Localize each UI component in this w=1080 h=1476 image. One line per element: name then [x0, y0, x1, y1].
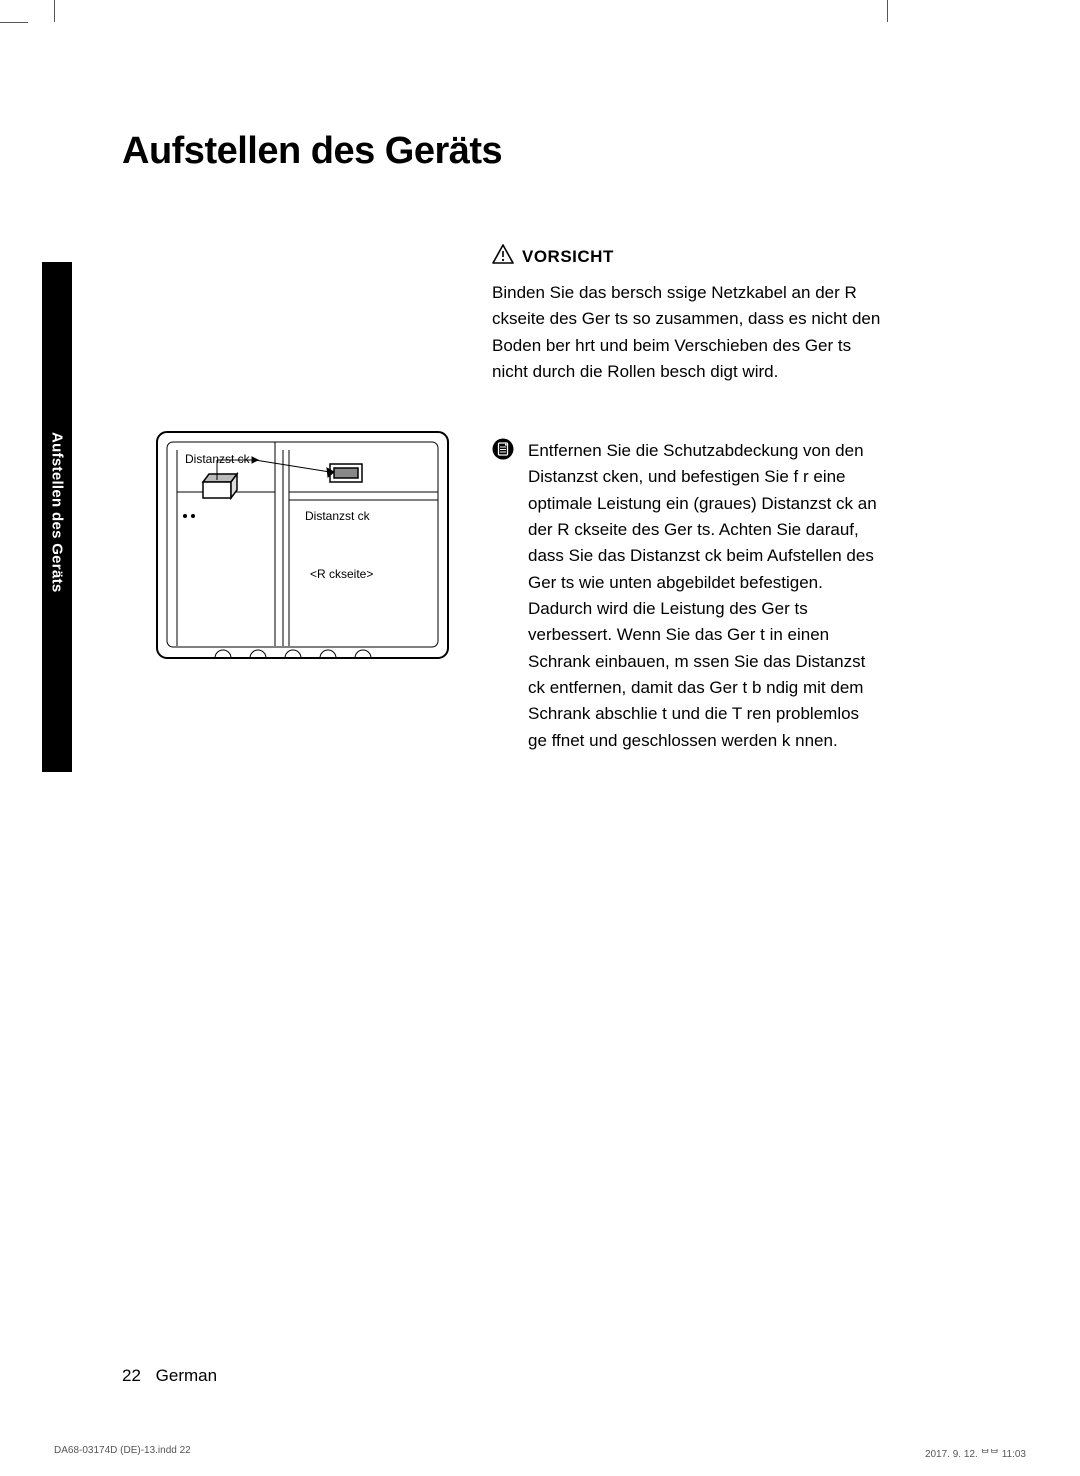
caution-heading: VORSICHT — [492, 244, 614, 269]
note-icon — [492, 438, 514, 754]
page-footer: 22 German — [122, 1366, 217, 1386]
note-text: Entfernen Sie die Schutzabdeckung von de… — [528, 438, 878, 754]
caution-text: Binden Sie das bersch ssige Netzkabel an… — [492, 280, 882, 385]
print-footer-right: 2017. 9. 12. ᄇᄇ 11:03 — [925, 1445, 1026, 1460]
caution-label: VORSICHT — [522, 247, 614, 267]
page-number: 22 — [122, 1366, 141, 1385]
note-block: Entfernen Sie die Schutzabdeckung von de… — [492, 438, 882, 754]
print-footer: DA68-03174D (DE)-13.indd 22 2017. 9. 12.… — [54, 1445, 1026, 1460]
crop-marks — [0, 0, 1080, 20]
diagram-label-bottom: <R ckseite> — [310, 567, 373, 581]
warning-icon — [492, 244, 514, 269]
appliance-diagram: Distanzst ck Distanzst ck <R ckseite> — [155, 430, 450, 680]
page-title: Aufstellen des Geräts — [122, 130, 502, 173]
side-tab-label: Aufstellen des Geräts — [42, 432, 72, 622]
diagram-label-right: Distanzst ck — [305, 509, 371, 523]
page-lang: German — [156, 1366, 217, 1385]
print-footer-left: DA68-03174D (DE)-13.indd 22 — [54, 1445, 191, 1460]
diagram-label-top: Distanzst ck — [185, 452, 251, 466]
